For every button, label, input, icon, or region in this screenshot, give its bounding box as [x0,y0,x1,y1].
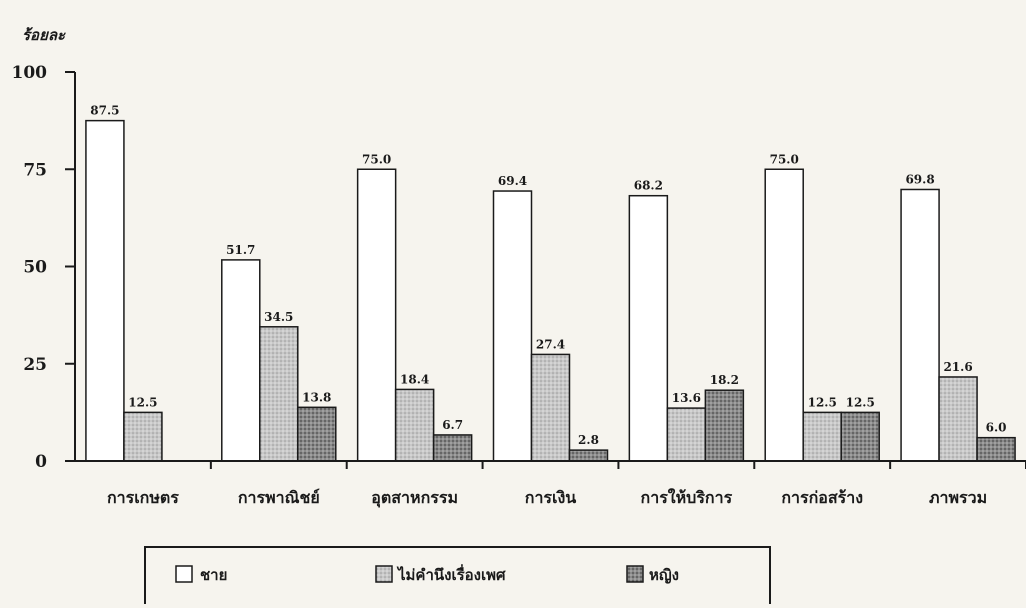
data-label: 75.0 [362,152,391,166]
bars-group [85,119,1016,462]
legend-label-female: หญิง [649,566,679,584]
data-label: 69.4 [498,174,527,188]
bar [530,353,571,462]
bar [666,407,707,462]
bar [394,388,435,462]
data-label: 18.2 [710,373,739,387]
x-tick-label: การพาณิชย์ [238,488,320,507]
data-label: 75.0 [770,152,799,166]
legend-label-male: ชาย [200,566,227,584]
value-labels-group: 87.5 12.5 51.7 34.5 13.8 75.0 18.4 6.7 69.4 27.4 2… [90,104,1006,447]
data-label: 13.6 [672,391,701,405]
legend-box [144,546,771,608]
x-tick-label: การก่อสร้าง [781,488,863,507]
bar [938,376,978,462]
data-label: 27.4 [536,337,565,351]
data-label: 87.5 [90,104,119,118]
bar [628,194,669,462]
legend-swatch-female [626,565,644,583]
bar [297,406,337,462]
x-tick-label: อุตสาหกรรม [371,488,458,508]
bar [840,411,880,462]
bar [704,389,745,462]
x-tick-label: ภาพรวม [929,488,987,507]
data-label: 12.5 [846,395,875,409]
y-tick-label: 75 [23,160,47,180]
bar [764,168,804,462]
category-labels-group: การเกษตร การพาณิชย์ อุตสาหกรรม การเงิน การให… [107,488,987,508]
bar [432,434,473,462]
bar [123,411,163,462]
x-axis [75,460,1026,469]
y-axis: 0 25 50 75 100 [12,63,76,472]
data-label: 68.2 [634,179,663,193]
bar [85,119,125,462]
y-tick-label: 0 [35,452,47,472]
data-label: 6.7 [442,418,463,432]
legend-swatch-neutral [375,565,393,583]
bar [900,188,940,462]
data-label: 69.8 [905,172,934,186]
data-label: 13.8 [302,390,331,404]
data-label: 12.5 [808,395,837,409]
y-tick-label: 50 [23,258,47,278]
data-label: 18.4 [400,372,429,386]
x-tick-label: การเกษตร [107,488,179,507]
bar [976,436,1016,462]
data-label: 2.8 [578,433,599,447]
x-tick-label: การเงิน [525,488,577,507]
data-label: 6.0 [986,421,1007,435]
bar [356,168,397,462]
y-tick-label: 25 [23,355,47,375]
bar [492,190,533,462]
legend: ชาย ไม่คำนึงเรื่องเพศ หญิง [144,546,771,608]
data-label: 51.7 [226,243,255,257]
data-label: 34.5 [264,310,293,324]
legend-label-neutral: ไม่คำนึงเรื่องเพศ [396,564,506,584]
x-tick-label: การให้บริการ [641,488,733,507]
y-tick-label: 100 [12,63,48,83]
bar [802,411,842,462]
y-axis-label: ร้อยละ [22,26,66,44]
data-label: 21.6 [943,360,972,374]
data-label: 12.5 [128,395,157,409]
bar [221,259,261,462]
bar [259,326,299,462]
legend-swatch-male [175,565,193,583]
bar [568,449,609,462]
